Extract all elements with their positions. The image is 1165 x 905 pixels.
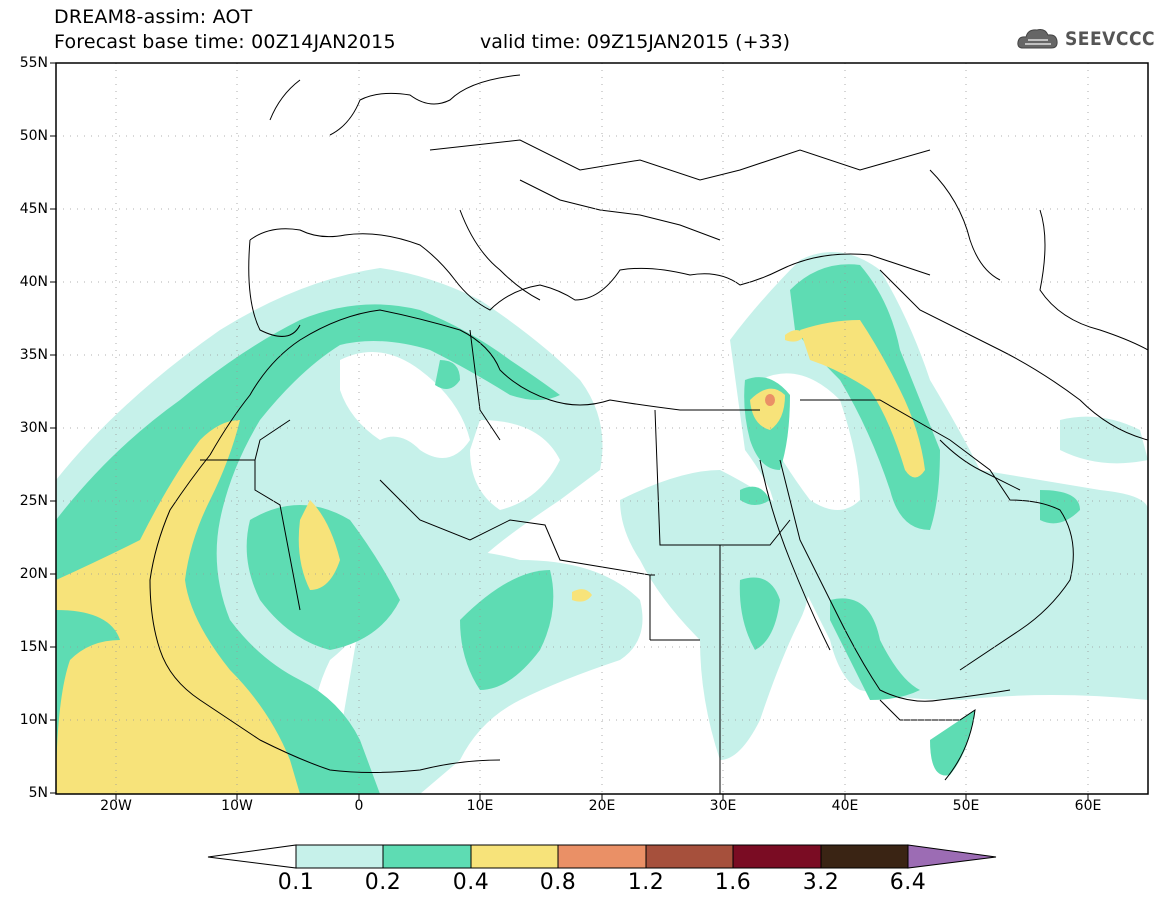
- aot-level-0.4: [56, 320, 925, 794]
- lon-label: 10W: [221, 798, 253, 814]
- lat-label: 45N: [19, 201, 48, 217]
- lon-label: 20E: [588, 798, 616, 814]
- lat-label: 20N: [19, 566, 48, 582]
- colorbar-label: 0.4: [452, 870, 490, 895]
- lon-label: 50E: [952, 798, 980, 814]
- lat-label: 50N: [19, 128, 48, 144]
- logo-text: SEEVCCC: [1065, 28, 1156, 50]
- coastlines-and-borders: [149, 74, 1148, 794]
- colorbar-label: 1.6: [714, 870, 752, 895]
- axis-ticks: [50, 62, 1089, 800]
- map-title: DREAM8-assim: AOT: [54, 6, 253, 28]
- lon-label: 20W: [100, 798, 132, 814]
- lat-label: 35N: [19, 347, 48, 363]
- colorbar-label: 1.2: [627, 870, 665, 895]
- lon-label: 40E: [831, 798, 859, 814]
- lat-label: 40N: [19, 274, 48, 290]
- lon-label: 60E: [1074, 798, 1102, 814]
- lat-label: 55N: [19, 55, 48, 71]
- lat-label: 5N: [28, 785, 48, 801]
- graticule: [56, 63, 1148, 794]
- lon-label: 0: [354, 798, 364, 814]
- colorbar-label: 0.8: [539, 870, 577, 895]
- lon-label: 30E: [709, 798, 737, 814]
- seevccc-cloud-logo-icon: [1017, 29, 1058, 49]
- lon-label: 10E: [466, 798, 494, 814]
- lat-label: 25N: [19, 493, 48, 509]
- lat-label: 30N: [19, 420, 48, 436]
- forecast-base-time: Forecast base time: 00Z14JAN2015: [54, 31, 396, 53]
- colorbar-label: 0.2: [364, 870, 402, 895]
- colorbar-label: 0.1: [277, 870, 315, 895]
- valid-time: valid time: 09Z15JAN2015 (+33): [480, 31, 791, 53]
- aot-level-0.8: [765, 394, 775, 406]
- lat-label: 10N: [19, 712, 48, 728]
- lat-label: 15N: [19, 639, 48, 655]
- aot-shading: [56, 63, 1148, 794]
- colorbar-label: 6.4: [889, 870, 927, 895]
- colorbar-label: 3.2: [802, 870, 840, 895]
